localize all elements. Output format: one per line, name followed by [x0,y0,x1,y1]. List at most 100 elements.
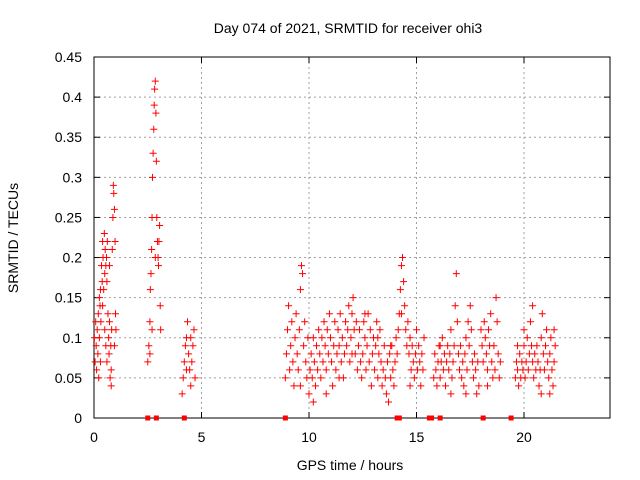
data-point [466,302,474,310]
data-point [150,125,158,133]
data-point [95,374,103,382]
x-tick-labels: 0 5 10 15 20 [90,429,532,445]
data-point [189,342,197,350]
data-point [145,342,153,350]
data-point [289,358,297,366]
data-point [299,270,307,278]
data-point [530,374,538,382]
data-point [469,374,477,382]
data-point [461,350,469,358]
data-point [521,374,529,382]
data-point [448,374,456,382]
y-tick-label: 0.45 [55,49,82,65]
data-point [188,358,196,366]
data-point [108,246,116,254]
data-point [386,350,394,358]
data-point [106,374,114,382]
data-point [103,278,111,286]
data-point [483,366,491,374]
data-point [360,318,368,326]
data-point [157,326,165,334]
data-point [481,334,489,342]
data-point [110,205,118,213]
data-point [181,342,189,350]
data-point [315,326,323,334]
data-point [288,318,296,326]
data-point [382,390,390,398]
x-axis-label: GPS time / hours [297,457,404,473]
data-point [95,294,103,302]
data-point [359,350,367,358]
data-point [368,350,376,358]
data-point [338,334,346,342]
data-point [307,350,315,358]
data-point [462,390,470,398]
data-point [361,334,369,342]
data-point [112,310,119,318]
data-point [467,326,475,334]
data-point [460,382,468,390]
zero-dropouts [145,415,514,421]
data-point [296,382,304,390]
data-point [111,238,119,246]
data-point [374,334,382,342]
data-point [335,342,343,350]
data-point [291,334,299,342]
data-point [406,334,414,342]
data-point [373,318,381,326]
data-point [478,342,486,350]
data-point [95,334,103,342]
data-point [310,358,318,366]
data-point [430,374,438,382]
data-point [296,286,304,294]
data-point [550,358,558,366]
data-point [418,350,426,358]
data-point [104,310,112,318]
data-point [297,262,305,270]
data-point [489,374,497,382]
dropout-marker [145,415,151,421]
y-tick-labels: 0 0.05 0.1 0.15 0.2 0.25 0.3 0.35 0.4 0.45 [55,49,82,426]
data-point [294,366,302,374]
data-point [333,350,341,358]
data-point [100,286,108,294]
data-point [378,382,386,390]
data-point [103,238,111,246]
data-point [394,326,402,334]
data-point [347,334,355,342]
data-point [491,366,499,374]
data-point [477,326,485,334]
data-point [337,358,345,366]
data-point [149,149,157,157]
data-point [96,358,104,366]
data-point [93,366,101,374]
data-point [178,390,186,398]
data-point [332,366,340,374]
data-point [393,350,401,358]
data-point [436,342,444,350]
data-point [295,326,303,334]
data-point [287,342,295,350]
y-tick-label: 0.25 [55,209,82,225]
dropout-marker [153,415,159,421]
data-point [417,382,425,390]
data-point [516,350,524,358]
data-point [396,286,404,294]
data-point [479,358,487,366]
data-point [94,310,102,318]
data-point [99,302,107,310]
data-point [107,382,115,390]
y-tick-label: 0.3 [63,169,83,185]
y-axis-label: SRMTID / TECUs [5,183,21,293]
data-point [537,390,545,398]
data-point [146,318,154,326]
data-point [300,342,308,350]
data-point [442,382,450,390]
data-point [456,366,463,374]
data-point [112,326,120,334]
data-point [380,342,388,350]
dropout-marker [429,415,435,421]
y-tick-label: 0 [74,410,82,426]
data-point [110,189,118,197]
